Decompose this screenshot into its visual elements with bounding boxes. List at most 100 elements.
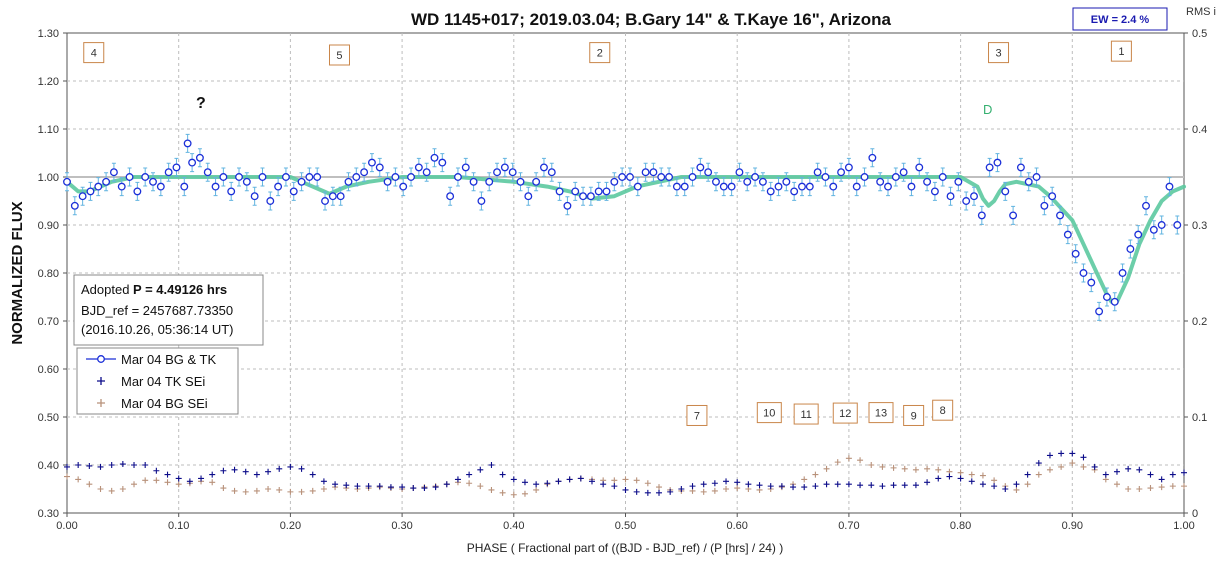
- info-bjd-ref: BJD_ref = 2457687.73350: [81, 303, 233, 318]
- bg-sei-point: [924, 465, 931, 472]
- bg-sei-point: [1125, 486, 1132, 492]
- tk-sei-point: [287, 463, 294, 470]
- flux-point: [657, 173, 666, 181]
- flux-point: [1056, 211, 1064, 220]
- tk-sei-point: [231, 466, 238, 473]
- dip-d-label: D: [983, 102, 992, 117]
- flux-point: [680, 182, 689, 191]
- tk-sei-point: [488, 462, 495, 468]
- flux-point: [367, 158, 376, 167]
- tk-sei-point: [1024, 471, 1031, 478]
- bg-sei-point: [1136, 486, 1143, 492]
- flux-point: [813, 168, 822, 177]
- tk-sei-point: [521, 479, 528, 486]
- flux-point: [962, 197, 971, 205]
- tk-sei-point: [432, 484, 439, 491]
- flux-point: [414, 163, 423, 172]
- tk-sei-point: [991, 483, 998, 490]
- flux-point: [540, 163, 548, 172]
- flux-point: [1157, 221, 1166, 229]
- flux-point: [766, 187, 775, 196]
- tk-sei-point: [879, 483, 886, 490]
- bg-sei-point: [153, 477, 160, 484]
- flux-point: [211, 182, 220, 191]
- flux-point: [485, 177, 494, 186]
- flux-point: [602, 187, 611, 196]
- info-period: Adopted P = 4.49126 hrs: [81, 282, 227, 297]
- tk-sei-point: [365, 483, 372, 490]
- tk-sei-point: [164, 471, 171, 478]
- flux-point: [1173, 221, 1182, 229]
- tk-sei-point: [1002, 486, 1009, 492]
- bg-sei-point: [75, 476, 82, 483]
- bg-sei-point: [1113, 481, 1120, 488]
- x-tick-label: 0.40: [503, 520, 524, 532]
- tk-sei-point: [410, 485, 417, 492]
- bg-sei-point: [276, 486, 283, 493]
- bg-sei-point: [131, 481, 138, 488]
- bg-sei-point: [834, 459, 841, 466]
- tk-sei-point: [700, 481, 707, 488]
- tk-sei-point: [656, 489, 663, 496]
- tk-sei-point: [220, 467, 227, 474]
- bg-sei-point: [968, 471, 975, 478]
- flux-point: [579, 192, 588, 201]
- flux-point: [391, 173, 400, 181]
- flux-point: [594, 187, 603, 196]
- tk-sei-point: [443, 481, 450, 488]
- tk-sei-point: [421, 485, 428, 492]
- flux-point: [1087, 278, 1096, 287]
- flux-point: [375, 163, 384, 172]
- flux-point: [1110, 297, 1119, 306]
- bg-sei-point: [220, 485, 227, 492]
- flux-point: [133, 187, 142, 196]
- flux-point: [508, 168, 517, 177]
- bg-sei-point: [823, 465, 830, 472]
- tk-sei-point: [1147, 471, 1154, 478]
- y-tick-label: 0.40: [38, 460, 59, 472]
- tk-sei-point: [1169, 471, 1176, 478]
- flux-point: [954, 177, 963, 186]
- y-tick-label: 0.50: [38, 412, 59, 424]
- bg-sei-point: [175, 481, 182, 488]
- low-marker-label: 8: [940, 405, 946, 417]
- tk-sei-point: [678, 486, 685, 492]
- y-axis-ticks: 0.30 0.40 0.50 0.60 0.70 0.80 0.90 1.00 1.10 1.20…: [38, 28, 67, 520]
- flux-point: [438, 158, 447, 167]
- flux-point: [500, 163, 509, 172]
- flux-point: [884, 182, 892, 191]
- y-tick-label: 1.20: [38, 76, 59, 88]
- tk-sei-point: [935, 475, 942, 482]
- flux-point: [618, 173, 627, 181]
- bg-sei-point: [466, 480, 473, 487]
- dip-marker-label: 3: [995, 48, 1001, 60]
- bg-sei-point: [957, 469, 964, 476]
- x-tick-label: 0.80: [950, 520, 971, 532]
- flux-point: [235, 173, 243, 181]
- flux-point: [1040, 201, 1049, 210]
- flux-point: [344, 177, 353, 186]
- tk-sei-point: [97, 463, 104, 470]
- tk-sei-point: [1046, 452, 1053, 459]
- bg-sei-point: [901, 465, 908, 472]
- bg-sei-point: [991, 477, 998, 484]
- legend-label-flux: Mar 04 BG & TK: [121, 352, 216, 367]
- flux-point: [1118, 269, 1127, 277]
- bg-sei-point: [845, 455, 852, 462]
- flux-point: [183, 139, 192, 148]
- flux-point: [493, 168, 501, 177]
- flux-point: [938, 173, 947, 181]
- low-marker-box: [932, 399, 954, 421]
- tk-sei-point: [689, 483, 696, 490]
- legend-entry-flux: Mar 04 BG & TK: [86, 352, 216, 367]
- bg-sei-point: [622, 476, 629, 483]
- tk-sei-point: [343, 482, 350, 489]
- tk-sei-point: [276, 465, 283, 472]
- tk-sei-point: [64, 463, 70, 470]
- flux-point: [125, 173, 134, 181]
- low-marker-box: [756, 402, 782, 424]
- flux-point: [188, 158, 197, 167]
- tk-sei-point: [745, 481, 752, 488]
- flux-point: [1102, 293, 1111, 301]
- tk-sei-point: [1091, 463, 1098, 470]
